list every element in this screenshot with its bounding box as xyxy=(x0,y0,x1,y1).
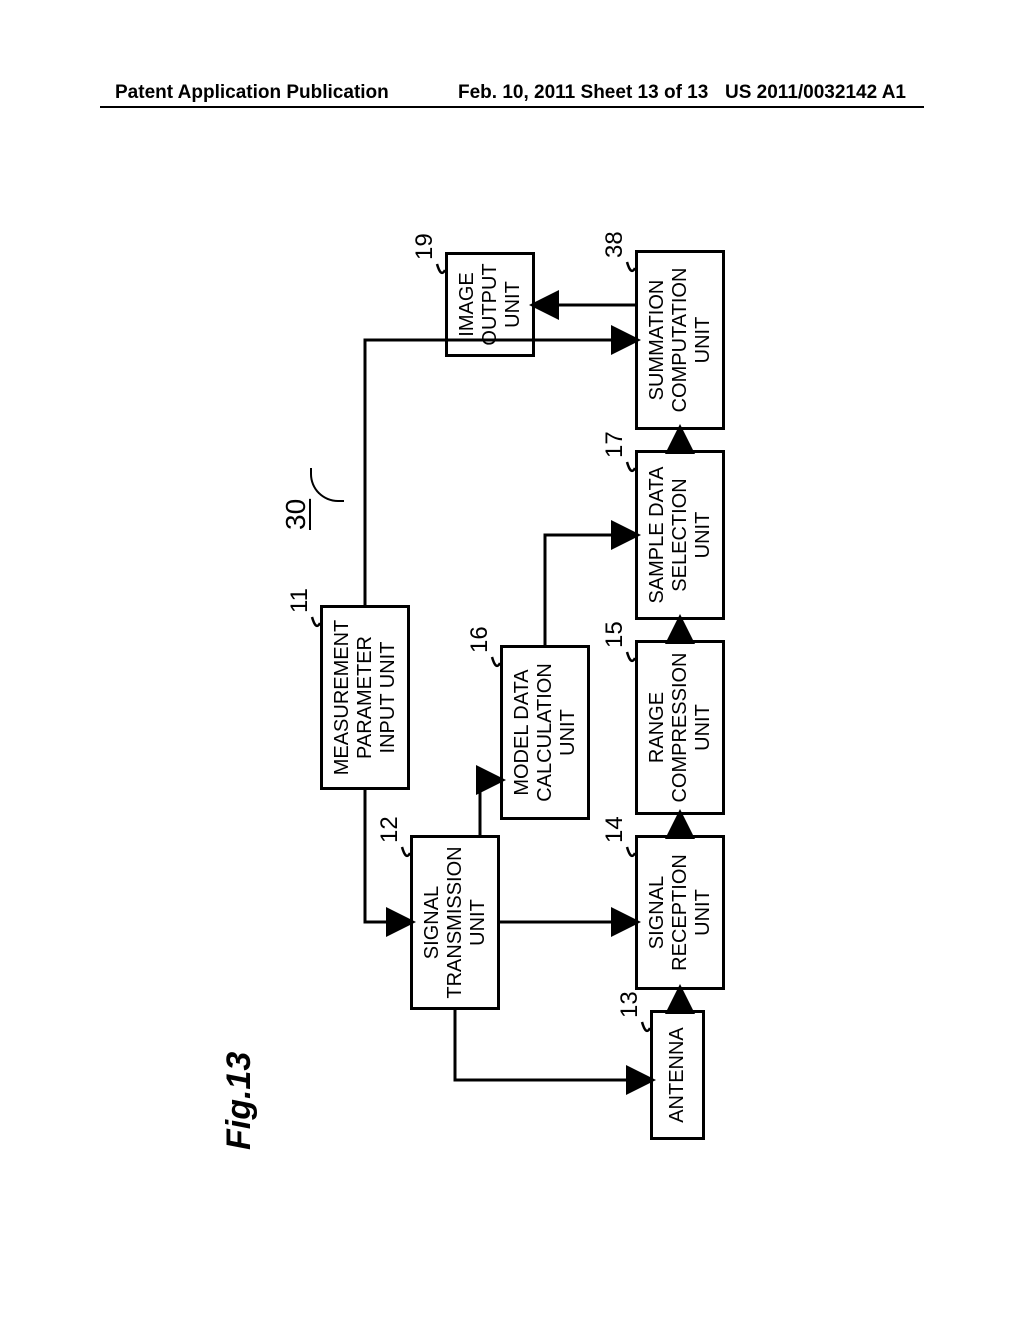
ref-leader xyxy=(642,1022,650,1031)
ref-leader xyxy=(627,462,635,471)
edge-12-to-16 xyxy=(480,780,500,835)
block-diagram: Fig.13 30 MEASUREMENT PARAMETER INPUT UN… xyxy=(220,250,780,1150)
header-right: US 2011/0032142 A1 xyxy=(725,82,906,104)
ref-leader xyxy=(312,617,320,626)
ref-leader xyxy=(437,264,445,273)
header-left: Patent Application Publication xyxy=(115,82,389,104)
edge-16-to-17 xyxy=(545,535,635,645)
edge-11-to-38 xyxy=(365,340,635,605)
connectors xyxy=(220,250,780,1150)
ref-leader xyxy=(492,657,500,666)
header-rule xyxy=(100,106,924,108)
edge-11-to-12 xyxy=(365,790,410,922)
header-mid: Feb. 10, 2011 Sheet 13 of 13 xyxy=(458,82,708,104)
edge-12-to-13 xyxy=(455,1010,650,1080)
ref-leader xyxy=(627,847,635,856)
ref-leader xyxy=(402,847,410,856)
ref-leader xyxy=(627,652,635,661)
ref-leader xyxy=(627,262,635,271)
